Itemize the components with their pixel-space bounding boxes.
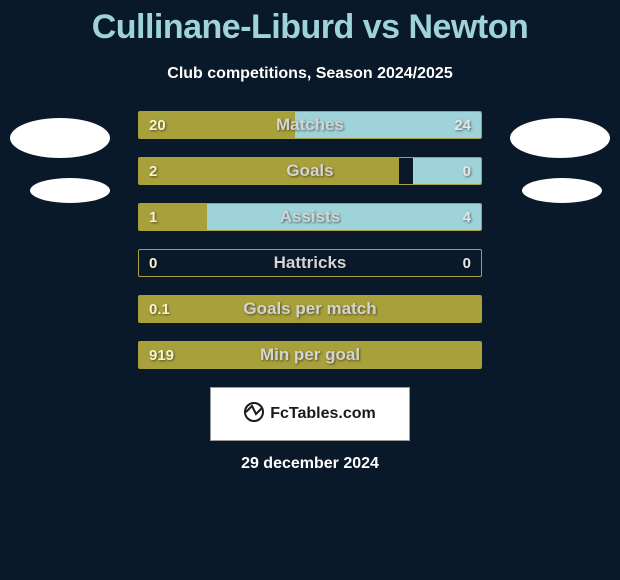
stat-bars-container: 2024Matches 20Goals 14Assists 00Hattricks 0.… [138, 111, 482, 369]
stat-label: Matches [139, 112, 481, 138]
stat-label: Min per goal [139, 342, 481, 368]
stat-label: Goals [139, 158, 481, 184]
player-left-club-badge [30, 178, 110, 203]
stat-bar-row: 2024Matches [138, 111, 482, 139]
stat-bar-row: 14Assists [138, 203, 482, 231]
player-right-club-badge [522, 178, 602, 203]
stat-label: Goals per match [139, 296, 481, 322]
stat-bar-row: 0.1Goals per match [138, 295, 482, 323]
stat-bar-row: 919Min per goal [138, 341, 482, 369]
stat-label: Hattricks [139, 250, 481, 276]
stat-bar-row: 00Hattricks [138, 249, 482, 277]
stat-label: Assists [139, 204, 481, 230]
comparison-subtitle: Club competitions, Season 2024/2025 [0, 65, 620, 83]
brand-badge: FcTables.com [210, 387, 410, 441]
player-right-avatar [510, 118, 610, 158]
snapshot-date: 29 december 2024 [0, 455, 620, 473]
comparison-title: Cullinane-Liburd vs Newton [0, 0, 620, 47]
brand-logo-icon [244, 402, 264, 427]
brand-text: FcTables.com [270, 405, 376, 423]
player-left-avatar [10, 118, 110, 158]
stat-bar-row: 20Goals [138, 157, 482, 185]
